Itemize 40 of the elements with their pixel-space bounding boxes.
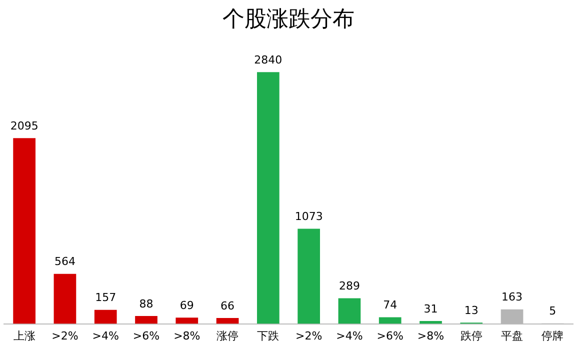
x-tick-label: >4%: [92, 329, 119, 342]
x-tick-label: >6%: [132, 329, 160, 342]
bar: [338, 298, 361, 324]
data-label: 66: [220, 299, 235, 312]
x-tick-label: >8%: [417, 329, 444, 342]
bar: [378, 317, 402, 324]
data-label: 5: [549, 304, 556, 318]
data-label: 13: [464, 304, 478, 318]
x-tick-label: 上涨: [13, 329, 36, 342]
data-label: 88: [139, 297, 154, 310]
data-label: 1073: [294, 210, 323, 224]
x-tick-label: 下跌: [257, 329, 280, 342]
data-label: 74: [383, 298, 398, 312]
bar: [257, 72, 280, 324]
data-label: 31: [424, 302, 438, 316]
bar: [13, 138, 36, 324]
x-tick-label: 平盘: [501, 329, 524, 342]
x-tick-label: 涨停: [216, 329, 239, 342]
bar: [298, 228, 320, 324]
data-label: 69: [180, 299, 194, 312]
data-label: 289: [338, 280, 360, 293]
data-label: 564: [54, 255, 76, 268]
bar: [176, 318, 198, 324]
bar: [54, 274, 76, 324]
x-tick-label: >6%: [376, 329, 404, 342]
data-label: 2840: [254, 54, 282, 67]
bar: [135, 316, 158, 324]
bar: [420, 321, 442, 324]
x-tick-label: >2%: [295, 329, 322, 342]
x-tick-label: 跌停: [460, 329, 482, 342]
x-tick-label: 停牌: [542, 329, 564, 342]
bar: [216, 318, 239, 324]
data-label: 157: [95, 291, 116, 304]
chart-title: 个股涨跌分布: [222, 6, 356, 34]
x-tick-label: >2%: [52, 329, 78, 342]
data-label: 163: [502, 290, 523, 304]
bar: [94, 310, 117, 324]
data-label: 2095: [10, 120, 38, 133]
x-tick-label: >4%: [336, 329, 363, 342]
x-tick-label: >8%: [174, 329, 200, 342]
